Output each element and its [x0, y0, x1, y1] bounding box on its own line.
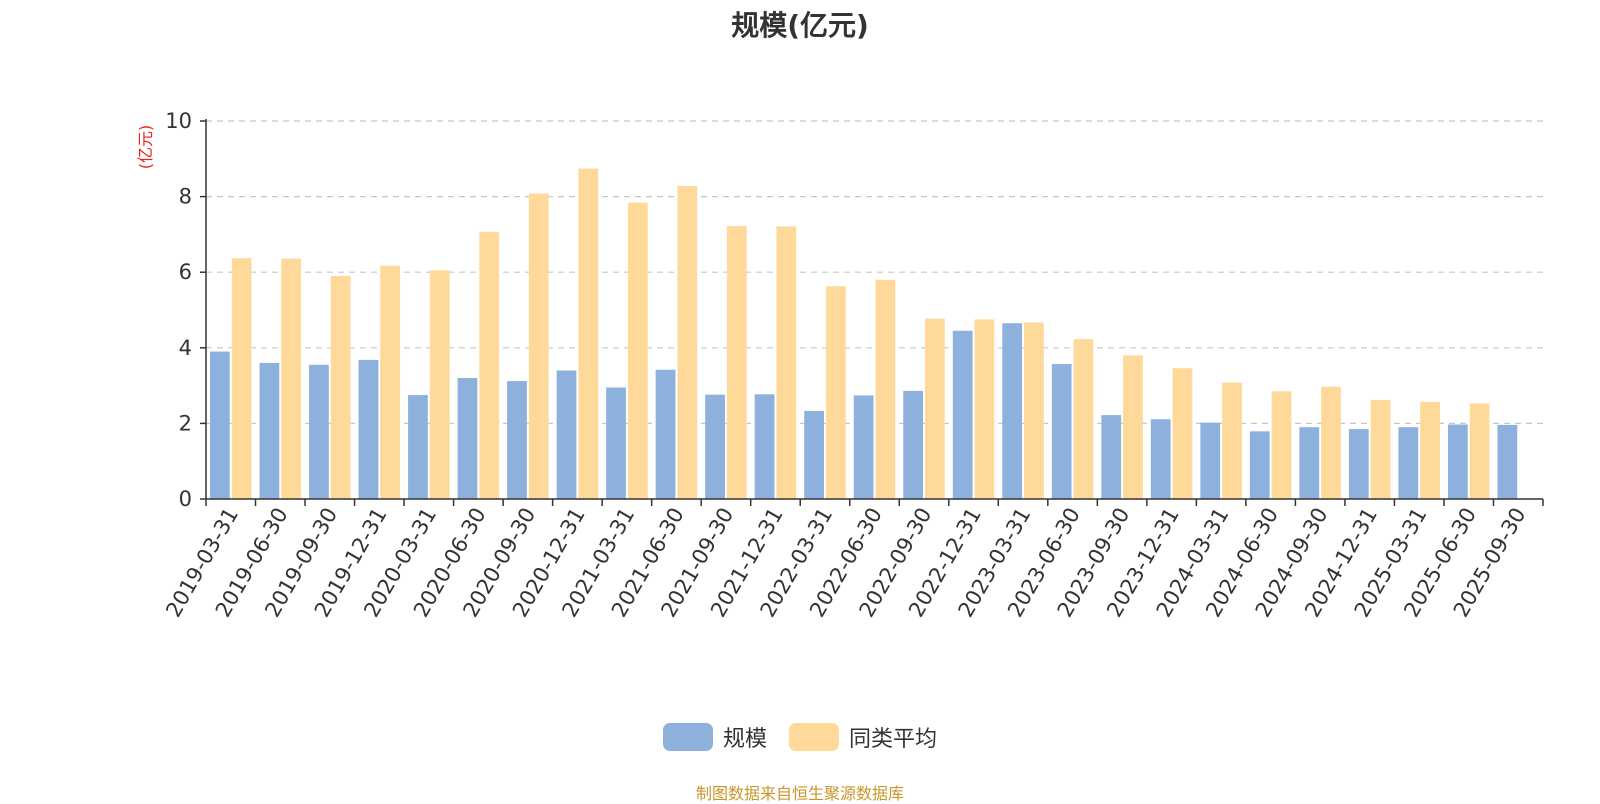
y-tick-label: 6 [179, 260, 192, 284]
bar-peer-average [429, 270, 450, 499]
bar-peer-average [974, 319, 995, 499]
bar-peer-average [1271, 391, 1292, 499]
bar-scale [1299, 427, 1320, 499]
bar-peer-average [330, 275, 351, 499]
bar-peer-average [925, 318, 945, 499]
bar-scale [507, 381, 527, 499]
bar-scale [457, 378, 478, 499]
legend-swatch-scale [662, 723, 713, 751]
source-note: 制图数据来自恒生聚源数据库 [695, 784, 904, 803]
bar-peer-average [726, 226, 747, 500]
bar-scale [1150, 419, 1171, 499]
bar-scale [358, 359, 379, 499]
bar-peer-average [1123, 355, 1143, 499]
y-tick-label: 10 [165, 109, 192, 133]
bar-scale [853, 395, 874, 499]
legend-item-scale[interactable]: 规模 [662, 721, 767, 753]
bar-peer-average [281, 258, 302, 499]
bar-scale [309, 364, 329, 499]
y-tick-label: 0 [179, 487, 192, 511]
bar-peer-average [479, 231, 500, 499]
bar-peer-average [1420, 401, 1440, 499]
bar-scale [606, 387, 626, 499]
bar-peer-average [1073, 339, 1094, 499]
bar-scale [705, 394, 725, 499]
bar-scale [1200, 422, 1221, 499]
legend: 规模 同类平均 [0, 720, 1600, 754]
bar-peer-average [825, 286, 846, 499]
bar-peer-average [1469, 403, 1490, 499]
legend-item-peer-average[interactable]: 同类平均 [789, 721, 937, 753]
bar-peer-average [528, 193, 549, 500]
bar-scale [1051, 364, 1072, 499]
bar-scale [1101, 415, 1122, 499]
y-tick-label: 8 [179, 185, 192, 209]
bar-peer-average [1321, 386, 1341, 499]
bar-scale [903, 390, 924, 499]
y-tick-label: 2 [179, 411, 192, 435]
bar-chart: 0246810(亿元)2019-03-312019-06-302019-09-3… [136, 109, 1544, 621]
bar-peer-average [380, 265, 401, 499]
bar-peer-average [1370, 399, 1391, 499]
bar-scale [804, 410, 824, 499]
bar-scale [1398, 427, 1419, 499]
bar-scale [1447, 424, 1468, 499]
bar-scale [210, 351, 230, 499]
bar-scale [1002, 323, 1023, 499]
legend-swatch-peer-average [789, 723, 839, 751]
legend-label-scale: 规模 [722, 727, 767, 752]
bar-scale [952, 330, 973, 499]
bar-peer-average [776, 226, 797, 499]
bar-peer-average [231, 258, 252, 499]
bar-scale [1249, 431, 1270, 499]
chart-title: 规模(亿元) [731, 9, 869, 42]
bar-peer-average [875, 279, 896, 499]
bar-scale [1497, 424, 1518, 499]
bar-peer-average [1172, 368, 1193, 499]
bar-peer-average [1222, 382, 1242, 499]
bar-scale [754, 394, 775, 499]
bar-scale [655, 369, 676, 499]
bar-scale [259, 362, 280, 499]
y-tick-label: 4 [179, 336, 192, 360]
bar-peer-average [1024, 322, 1044, 499]
bar-scale [408, 395, 428, 499]
y-axis-label: (亿元) [136, 125, 155, 170]
bar-peer-average [627, 202, 648, 499]
bar-scale [1348, 429, 1369, 499]
bar-peer-average [578, 168, 599, 500]
legend-label-peer-average: 同类平均 [849, 727, 938, 752]
bar-scale [556, 370, 577, 499]
bar-peer-average [677, 186, 698, 500]
